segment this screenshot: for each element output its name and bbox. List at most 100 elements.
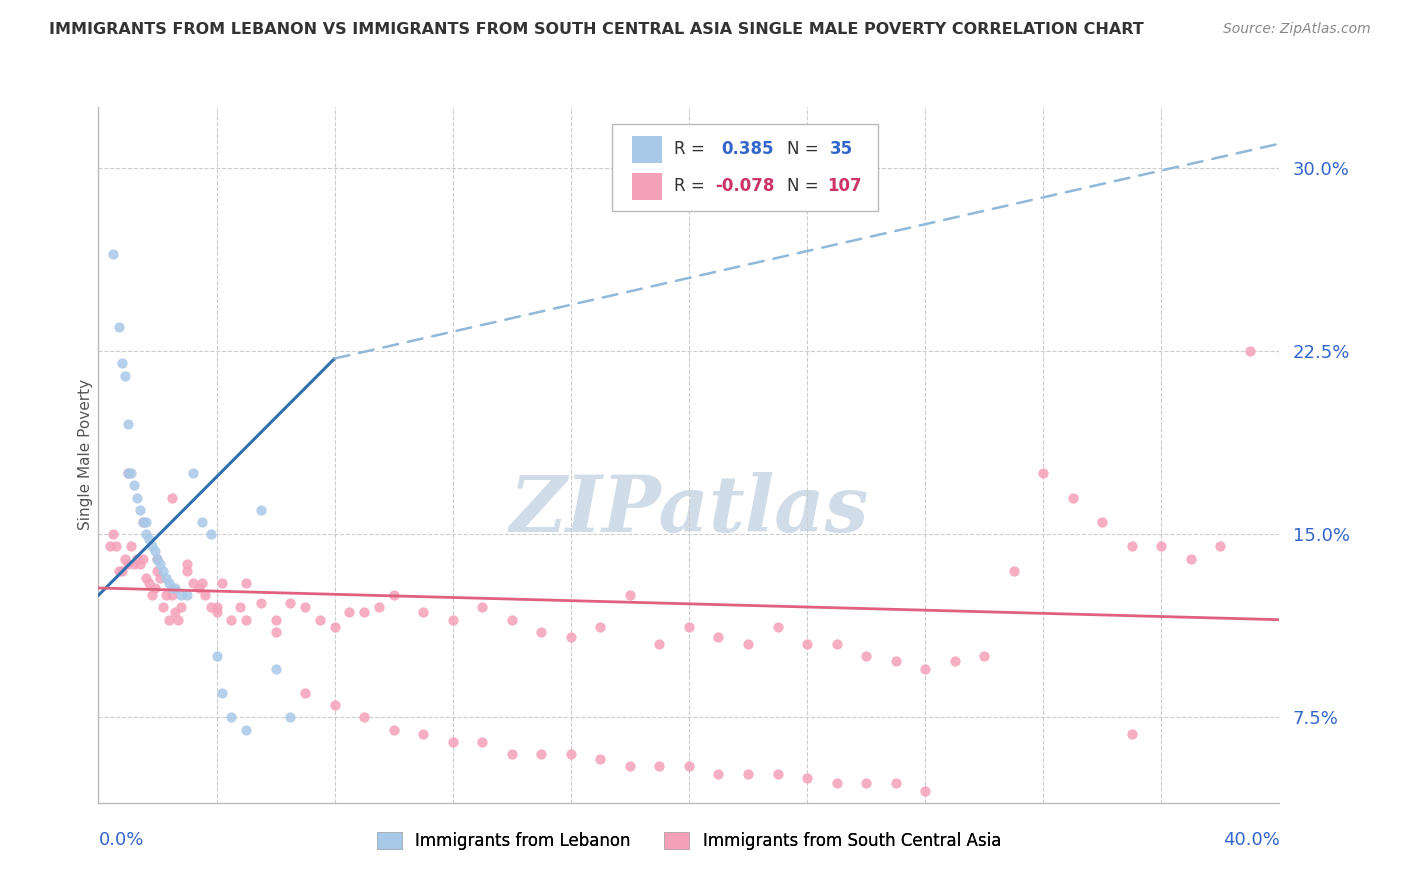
Point (412, 727, 434, 741)
Point (229, 600, 252, 615)
Point (157, 613, 180, 627)
Point (353, 606, 375, 620)
Text: 0.385: 0.385 (721, 140, 773, 159)
Point (221, 710, 243, 724)
Point (117, 557, 139, 571)
Point (707, 766, 730, 780)
Point (280, 710, 302, 724)
Point (211, 686, 233, 700)
Point (108, 319, 131, 334)
Point (914, 783, 936, 797)
Point (128, 557, 150, 571)
Text: 107: 107 (827, 178, 862, 195)
Point (323, 620, 346, 634)
Point (146, 551, 169, 566)
Point (152, 600, 174, 615)
Point (943, 654, 966, 668)
Point (125, 491, 148, 505)
Point (165, 581, 187, 595)
FancyBboxPatch shape (633, 173, 662, 200)
Point (1121, 727, 1143, 741)
Point (176, 588, 198, 602)
Point (1091, 515, 1114, 529)
Point (191, 515, 214, 529)
Point (250, 503, 273, 517)
Text: IMMIGRANTS FROM LEBANON VS IMMIGRANTS FROM SOUTH CENTRAL ASIA SINGLE MALE POVERT: IMMIGRANTS FROM LEBANON VS IMMIGRANTS FR… (49, 22, 1144, 37)
Point (309, 613, 332, 627)
Point (825, 776, 848, 790)
Point (117, 467, 139, 481)
Point (368, 600, 391, 615)
Point (914, 661, 936, 675)
Point (141, 588, 163, 602)
Point (619, 588, 641, 602)
Point (235, 723, 257, 737)
Point (128, 503, 150, 517)
Point (111, 356, 134, 370)
Point (170, 600, 193, 615)
Point (560, 747, 582, 761)
Point (200, 527, 222, 541)
Point (167, 613, 190, 627)
Point (194, 588, 217, 602)
Point (135, 515, 157, 529)
Point (264, 624, 287, 639)
Point (205, 606, 228, 620)
Point (1180, 551, 1202, 566)
Point (187, 581, 209, 595)
Point (1032, 467, 1054, 481)
Text: 35: 35 (830, 140, 852, 159)
Point (122, 478, 145, 492)
Point (155, 588, 177, 602)
Point (162, 491, 183, 505)
Point (143, 544, 166, 558)
Point (146, 564, 169, 578)
Point (138, 576, 160, 591)
Point (1062, 491, 1084, 505)
Point (264, 661, 287, 675)
Point (211, 576, 233, 591)
Point (855, 776, 877, 790)
Point (155, 571, 177, 585)
Point (162, 581, 183, 595)
Point (108, 564, 131, 578)
Point (737, 766, 759, 780)
Point (294, 686, 316, 700)
Point (648, 637, 671, 651)
Text: N =: N = (787, 140, 818, 159)
Point (678, 620, 700, 634)
Point (111, 564, 134, 578)
Point (135, 527, 157, 541)
Point (132, 515, 155, 529)
Point (120, 467, 142, 481)
Point (141, 540, 163, 554)
Text: ZIPatlas: ZIPatlas (509, 473, 869, 549)
Point (149, 557, 172, 571)
Point (176, 557, 198, 571)
Point (181, 576, 204, 591)
Point (114, 368, 136, 383)
Point (382, 723, 405, 737)
Point (1002, 564, 1025, 578)
Point (441, 613, 464, 627)
FancyBboxPatch shape (633, 136, 662, 162)
Point (737, 637, 759, 651)
Point (323, 698, 346, 713)
Point (235, 613, 257, 627)
Point (339, 606, 361, 620)
Point (143, 581, 166, 595)
Point (165, 606, 187, 620)
Point (205, 600, 228, 615)
Point (250, 596, 273, 610)
Point (294, 600, 316, 615)
Text: R =: R = (673, 140, 704, 159)
Point (181, 467, 204, 481)
Point (589, 752, 612, 766)
Point (589, 620, 612, 634)
Point (176, 564, 198, 578)
Point (149, 571, 172, 585)
Point (205, 649, 228, 664)
Point (132, 515, 155, 529)
Point (530, 624, 553, 639)
Point (264, 613, 287, 627)
